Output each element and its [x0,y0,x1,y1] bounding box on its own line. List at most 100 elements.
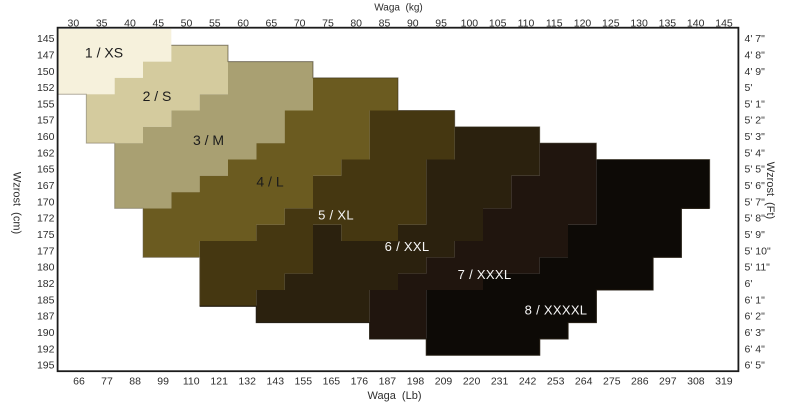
svg-text:65: 65 [266,17,278,29]
svg-text:264: 264 [575,375,593,387]
svg-text:231: 231 [491,375,509,387]
svg-text:209: 209 [435,375,453,387]
svg-text:130: 130 [630,17,648,29]
svg-text:155: 155 [37,98,55,110]
svg-text:150: 150 [37,66,55,78]
svg-text:77: 77 [101,375,113,387]
svg-text:Wzrost (cm): Wzrost (cm) [11,172,23,234]
svg-text:95: 95 [435,17,447,29]
svg-text:5' 3": 5' 3" [745,131,766,143]
svg-text:30: 30 [68,17,80,29]
svg-text:190: 190 [37,327,55,339]
svg-text:4' 9": 4' 9" [745,66,766,78]
svg-text:85: 85 [379,17,391,29]
svg-text:4 / L: 4 / L [256,173,283,189]
svg-text:90: 90 [407,17,419,29]
svg-text:172: 172 [37,213,55,225]
svg-text:286: 286 [631,375,649,387]
svg-text:145: 145 [37,33,55,45]
svg-text:8 / XXXXL: 8 / XXXXL [525,303,588,318]
svg-text:60: 60 [237,17,249,29]
svg-text:45: 45 [152,17,164,29]
svg-text:1 / XS: 1 / XS [85,45,123,61]
svg-text:4' 8": 4' 8" [745,49,766,61]
svg-text:165: 165 [323,375,341,387]
svg-text:175: 175 [37,229,55,241]
svg-text:3 / M: 3 / M [193,132,224,148]
svg-text:110: 110 [183,375,200,387]
svg-text:180: 180 [37,262,55,274]
svg-text:275: 275 [603,375,621,387]
svg-text:177: 177 [37,245,55,257]
svg-text:143: 143 [267,375,285,387]
svg-text:35: 35 [96,17,108,29]
svg-text:160: 160 [37,131,55,143]
svg-text:5' 4": 5' 4" [745,147,766,159]
svg-text:66: 66 [73,375,85,387]
svg-text:Wzrost (Ft): Wzrost (Ft) [764,162,776,219]
svg-text:125: 125 [602,17,620,29]
svg-text:220: 220 [463,375,481,387]
svg-text:7 / XXXL: 7 / XXXL [458,267,512,282]
svg-text:187: 187 [379,375,397,387]
svg-text:192: 192 [37,343,55,355]
svg-text:176: 176 [351,375,369,387]
svg-text:Waga (kg): Waga (kg) [374,2,423,13]
svg-text:75: 75 [322,17,334,29]
svg-text:5' 11": 5' 11" [745,262,771,274]
svg-text:155: 155 [295,375,313,387]
svg-text:147: 147 [37,49,55,61]
svg-text:5 / XL: 5 / XL [318,208,354,223]
svg-text:140: 140 [687,17,705,29]
svg-text:121: 121 [210,375,228,387]
svg-text:80: 80 [350,17,362,29]
svg-text:105: 105 [489,17,507,29]
svg-text:167: 167 [37,180,55,192]
svg-text:195: 195 [37,360,55,372]
svg-text:6' 2": 6' 2" [745,311,766,323]
svg-text:5' 5": 5' 5" [745,164,766,176]
svg-text:88: 88 [129,375,141,387]
svg-text:120: 120 [574,17,592,29]
svg-text:185: 185 [37,294,55,306]
svg-text:297: 297 [659,375,677,387]
svg-text:132: 132 [238,375,256,387]
svg-text:5' 2": 5' 2" [745,115,766,127]
svg-text:5' 7": 5' 7" [745,196,766,208]
svg-text:5' 9": 5' 9" [745,229,766,241]
svg-text:99: 99 [157,375,169,387]
svg-text:5' 8": 5' 8" [745,213,766,225]
svg-text:50: 50 [181,17,193,29]
svg-text:182: 182 [37,278,55,290]
svg-text:5' 1": 5' 1" [745,98,766,110]
svg-text:170: 170 [37,196,55,208]
svg-text:6' 1": 6' 1" [745,294,766,306]
svg-text:165: 165 [37,164,55,176]
svg-text:5' 10": 5' 10" [745,245,771,257]
svg-text:5' 6": 5' 6" [745,180,766,192]
svg-text:152: 152 [37,82,55,94]
svg-text:6' 3": 6' 3" [745,327,766,339]
svg-text:110: 110 [518,17,535,29]
svg-text:242: 242 [519,375,537,387]
svg-text:5': 5' [745,82,753,94]
svg-text:157: 157 [37,115,55,127]
svg-text:253: 253 [547,375,565,387]
svg-text:187: 187 [37,311,55,323]
svg-text:6 / XXL: 6 / XXL [385,239,430,254]
svg-text:4' 7": 4' 7" [745,33,766,45]
svg-text:145: 145 [715,17,733,29]
svg-text:135: 135 [659,17,677,29]
svg-text:115: 115 [546,17,563,29]
svg-text:2 / S: 2 / S [143,88,172,104]
svg-text:319: 319 [715,375,733,387]
svg-text:6': 6' [745,278,753,290]
svg-text:Waga (Lb): Waga (Lb) [367,390,421,402]
svg-text:162: 162 [37,147,55,159]
svg-text:308: 308 [687,375,705,387]
svg-text:100: 100 [461,17,479,29]
svg-text:6' 4": 6' 4" [745,343,766,355]
svg-text:6' 5": 6' 5" [745,360,766,372]
svg-text:40: 40 [124,17,136,29]
svg-text:70: 70 [294,17,306,29]
